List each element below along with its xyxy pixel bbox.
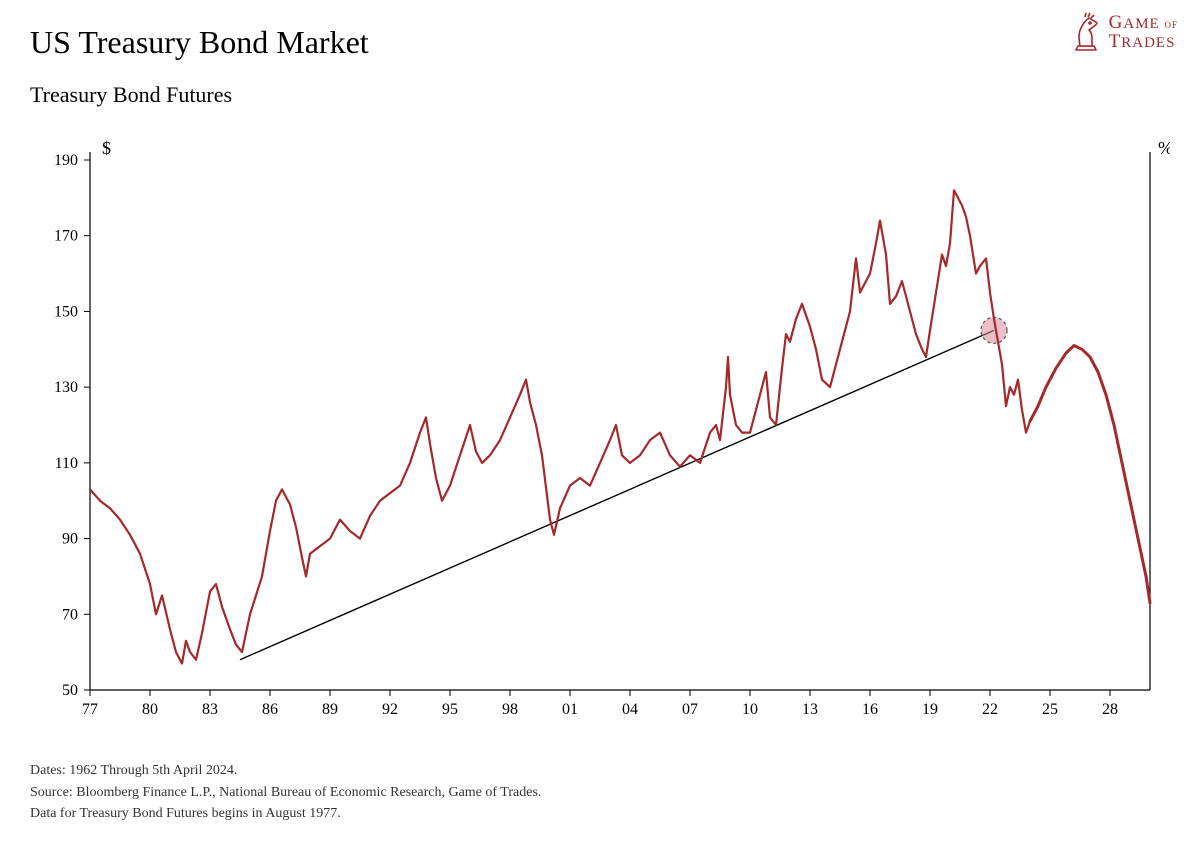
logo-line1-rest: AME: [1123, 16, 1159, 32]
x-tick-label: 25: [1042, 701, 1058, 718]
x-tick-label: 95: [442, 701, 458, 718]
logo-of: OF: [1164, 20, 1178, 30]
y-tick-label: 50: [62, 682, 78, 699]
brand-logo-text: GAME OF TRADES: [1109, 13, 1178, 51]
chart-title: US Treasury Bond Market: [30, 24, 369, 61]
knight-icon: [1069, 10, 1103, 54]
y-tick-label: 110: [55, 455, 78, 472]
x-tick-label: 83: [202, 701, 218, 718]
x-tick-label: 01: [562, 701, 578, 718]
x-tick-label: 98: [502, 701, 518, 718]
brand-logo: GAME OF TRADES: [1069, 10, 1178, 54]
chart-footer: Dates: 1962 Through 5th April 2024. Sour…: [30, 760, 541, 825]
logo-line2-initial: T: [1109, 31, 1122, 52]
x-tick-label: 19: [922, 701, 938, 718]
x-tick-label: 13: [802, 701, 818, 718]
footer-dates: Dates: 1962 Through 5th April 2024.: [30, 760, 541, 782]
x-tick-label: 89: [322, 701, 338, 718]
x-tick-label: 16: [862, 701, 878, 718]
x-tick-label: 86: [262, 701, 278, 718]
x-tick-label: 80: [142, 701, 158, 718]
logo-line1-initial: G: [1109, 12, 1124, 33]
y-tick-label: 70: [62, 606, 78, 623]
y-tick-label: 130: [54, 379, 78, 396]
line-chart: 50 70 90 110 130 150 170 190 77 80 83 86 89 92 95 98 01 0…: [30, 130, 1170, 730]
x-tick-label: 92: [382, 701, 398, 718]
x-tick-label: 10: [742, 701, 758, 718]
left-axis-unit: $: [102, 138, 111, 158]
price-series: [90, 190, 1030, 663]
x-tick-label: 28: [1102, 701, 1118, 718]
x-tick-label: 77: [82, 701, 98, 718]
y-tick-label: 90: [62, 531, 78, 548]
x-tick-label: 07: [682, 701, 698, 718]
x-tick-label: 22: [982, 701, 998, 718]
x-tick-label: 04: [622, 701, 638, 718]
y-tick-label: 150: [54, 303, 78, 320]
footer-source: Source: Bloomberg Finance L.P., National…: [30, 782, 541, 804]
right-axis-unit: %: [1158, 138, 1170, 158]
chart-area: 50 70 90 110 130 150 170 190 77 80 83 86 89 92 95 98 01 0…: [30, 130, 1170, 730]
chart-subtitle: Treasury Bond Futures: [30, 82, 232, 108]
y-tick-label: 190: [54, 152, 78, 169]
trend-line: [240, 330, 994, 659]
footer-note: Data for Treasury Bond Futures begins in…: [30, 803, 541, 825]
logo-line2-rest: RADES: [1121, 35, 1175, 51]
y-tick-label: 170: [54, 228, 78, 245]
price-projection: [1030, 346, 1150, 603]
